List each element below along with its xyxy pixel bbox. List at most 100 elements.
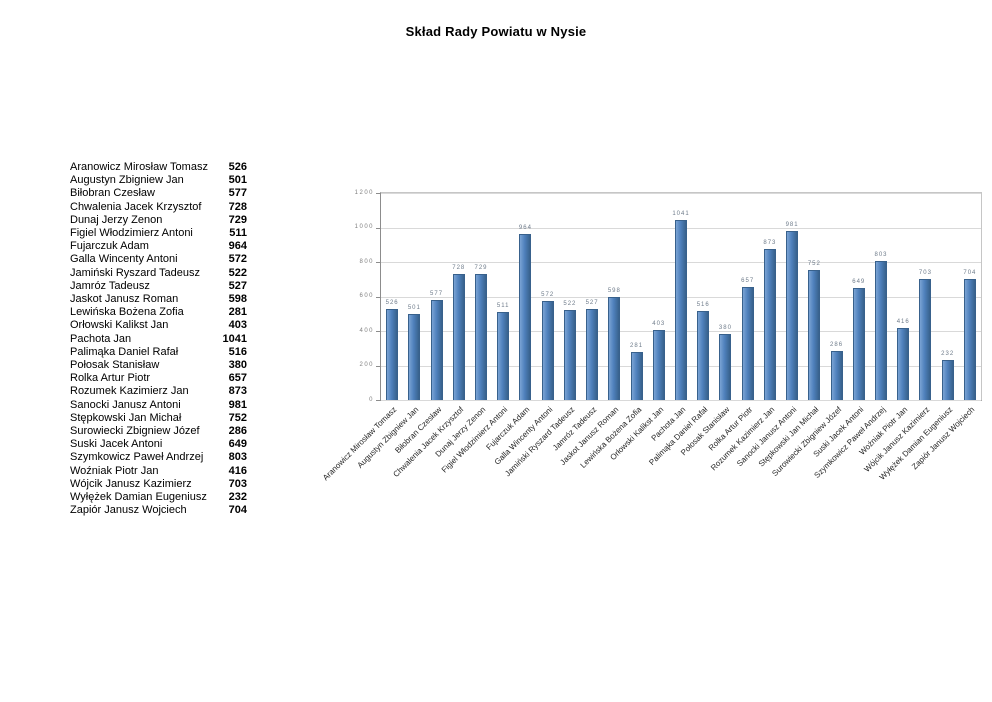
list-item: Woźniak Piotr Jan 416: [70, 465, 247, 478]
y-axis-tick-label: 600: [359, 293, 374, 299]
bar-value-label: 286: [830, 341, 844, 348]
member-name: Połosak Stanisław: [70, 359, 160, 372]
bar: [808, 270, 821, 400]
bar: [541, 301, 554, 400]
bar: [763, 249, 776, 400]
member-name: Zapiór Janusz Wojciech: [70, 504, 187, 517]
member-value: 752: [228, 411, 247, 424]
bar: [675, 220, 687, 400]
bar: [563, 309, 576, 400]
y-axis-tick: [376, 193, 381, 194]
member-name: Lewińska Bożena Zofia: [70, 306, 184, 319]
bar-value-label: 416: [896, 319, 910, 326]
member-value: 577: [228, 187, 247, 200]
member-value: 232: [228, 491, 247, 504]
member-name: Orłowski Kalikst Jan: [70, 319, 169, 332]
member-value: 526: [228, 161, 247, 173]
member-value: 964: [228, 240, 247, 253]
bar: [652, 330, 665, 400]
member-value: 649: [228, 438, 247, 451]
list-item: Rozumek Kazimierz Jan 873: [70, 385, 247, 398]
list-item: Figiel Włodzimierz Antoni 511: [70, 227, 247, 240]
y-axis-tick-label: 1200: [354, 189, 374, 196]
y-axis-tick-label: 0: [369, 396, 374, 403]
bar: [919, 278, 932, 400]
gridline: [381, 193, 981, 194]
bar-value-label: 527: [585, 300, 599, 307]
bar-value-label: 403: [652, 321, 666, 328]
list-item: Szymkowicz Paweł Andrzej 803: [70, 451, 247, 464]
bar-value-label: 649: [852, 279, 866, 286]
bar: [852, 288, 865, 400]
bar: [963, 278, 976, 400]
member-name: Rolka Artur Piotr: [70, 372, 151, 385]
member-value: 703: [228, 477, 247, 490]
member-value: 527: [228, 279, 247, 292]
member-name: Pachota Jan: [70, 332, 132, 345]
bar: [430, 300, 443, 400]
bar-value-label: 981: [785, 221, 799, 228]
list-item: Fujarczuk Adam 964: [70, 240, 247, 253]
member-name: Figiel Włodzimierz Antoni: [70, 227, 193, 240]
bar: [897, 328, 910, 400]
bar: [586, 309, 599, 400]
member-value: 511: [229, 227, 247, 240]
bar-value-label: 516: [696, 302, 710, 308]
bar: [786, 230, 799, 400]
member-value: 522: [228, 266, 247, 279]
bar-value-label: 501: [407, 304, 421, 311]
list-item: Dunaj Jerzy Zenon 729: [70, 214, 247, 227]
member-name: Jamiński Ryszard Tadeusz: [70, 266, 201, 279]
member-value: 728: [228, 200, 247, 213]
list-item: Wyłężek Damian Eugeniusz 232: [70, 491, 247, 504]
list-item: Pachota Jan 1041: [70, 333, 247, 346]
bar-value-label: 873: [763, 240, 777, 247]
member-value: 873: [228, 385, 247, 398]
member-value: 572: [228, 253, 247, 266]
member-list: Aranowicz Mirosław Tomasz 526 Augustyn Zbi…: [70, 161, 247, 517]
bar-value-label: 577: [430, 291, 444, 298]
member-name: Aranowicz Mirosław Tomasz: [70, 161, 208, 173]
member-value: 286: [228, 425, 247, 438]
y-axis-tick-label: 1000: [354, 224, 374, 230]
bar-value-label: 232: [941, 350, 955, 357]
y-axis-tick: [376, 400, 381, 401]
member-value: 981: [228, 398, 247, 411]
member-name: Sanocki Janusz Antoni: [70, 398, 181, 411]
gridline: [381, 400, 981, 401]
chart-title: Skład Rady Powiatu w Nysie: [405, 24, 587, 39]
member-name: Woźniak Piotr Jan: [70, 464, 159, 477]
member-name: Szymkowicz Paweł Andrzej: [70, 451, 204, 464]
member-value: 657: [228, 372, 247, 385]
bar-value-label: 511: [496, 302, 510, 309]
y-axis-tick: [376, 227, 381, 229]
member-value: 380: [228, 359, 247, 372]
list-item: Wójcik Janusz Kazimierz 703: [70, 478, 247, 491]
list-item: Jamróz Tadeusz 527: [70, 280, 247, 293]
member-name: Palimąka Daniel Rafał: [70, 345, 179, 358]
member-name: Wyłężek Damian Eugeniusz: [70, 491, 207, 504]
bar: [452, 274, 465, 400]
y-axis-tick: [376, 365, 381, 367]
bar: [497, 311, 510, 400]
bar-value-label: 380: [718, 325, 732, 332]
plot-area: 0 200 400 600 800 1000 1200 526 Aranowicz Mirosł…: [321, 190, 982, 482]
list-item: Aranowicz Mirosław Tomasz 526: [70, 161, 247, 174]
list-item: Galla Wincenty Antoni 572: [70, 253, 247, 266]
y-axis-tick-label: 800: [359, 258, 374, 265]
member-name: Jaskot Janusz Roman: [70, 293, 179, 306]
bar: [519, 233, 532, 400]
list-item: Jaskot Janusz Roman 598: [70, 293, 247, 306]
list-item: Połosak Stanisław 380: [70, 359, 247, 372]
member-name: Surowiecki Zbigniew Józef: [70, 425, 200, 438]
member-value: 704: [228, 504, 247, 517]
member-name: Stępkowski Jan Michał: [70, 411, 182, 424]
bar-value-label: 598: [607, 287, 621, 294]
member-value: 1041: [222, 332, 247, 345]
list-item: Rolka Artur Piotr 657: [70, 372, 247, 385]
bar-value-label: 729: [474, 265, 488, 272]
list-item: Stępkowski Jan Michał 752: [70, 412, 247, 425]
list-item: Jamiński Ryszard Tadeusz 522: [70, 267, 247, 280]
bar: [697, 311, 710, 400]
list-item: Augustyn Zbigniew Jan 501: [70, 174, 247, 187]
